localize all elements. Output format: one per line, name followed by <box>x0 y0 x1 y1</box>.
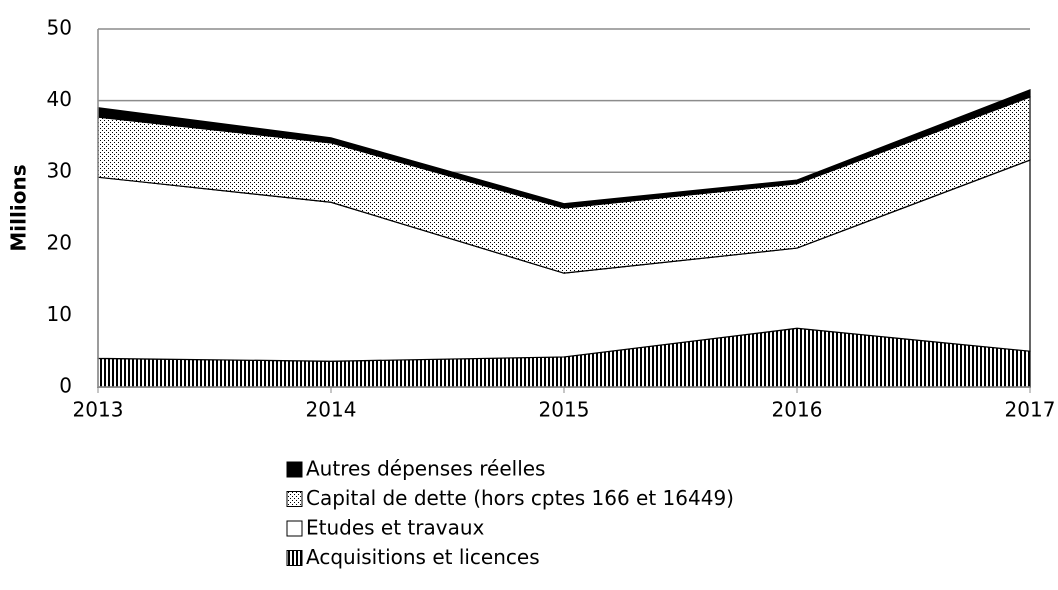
y-tick-label: 30 <box>47 159 72 183</box>
legend-label: Acquisitions et licences <box>306 545 540 569</box>
y-axis-title: Millions <box>7 164 31 251</box>
y-tick-label: 0 <box>59 374 72 398</box>
legend-swatch <box>286 491 303 507</box>
y-tick-label: 20 <box>47 230 72 254</box>
legend-label: Capital de dette (hors cptes 166 et 1644… <box>306 486 734 510</box>
legend-label: Autres dépenses réelles <box>306 457 545 481</box>
x-tick-label: 2016 <box>772 398 823 422</box>
y-tick-label: 50 <box>47 16 72 40</box>
area <box>97 88 1031 209</box>
x-tick-label: 2013 <box>73 398 124 422</box>
legend-swatch <box>286 461 303 478</box>
legend-label: Etudes et travaux <box>306 516 485 540</box>
legend-swatch <box>286 520 303 537</box>
y-tick-label: 40 <box>47 87 72 111</box>
legend-swatch <box>286 550 303 566</box>
x-tick-label: 2015 <box>539 398 590 422</box>
x-tick-label: 2014 <box>306 398 357 422</box>
x-tick-label: 2017 <box>1005 398 1056 422</box>
y-tick-label: 10 <box>47 302 72 326</box>
